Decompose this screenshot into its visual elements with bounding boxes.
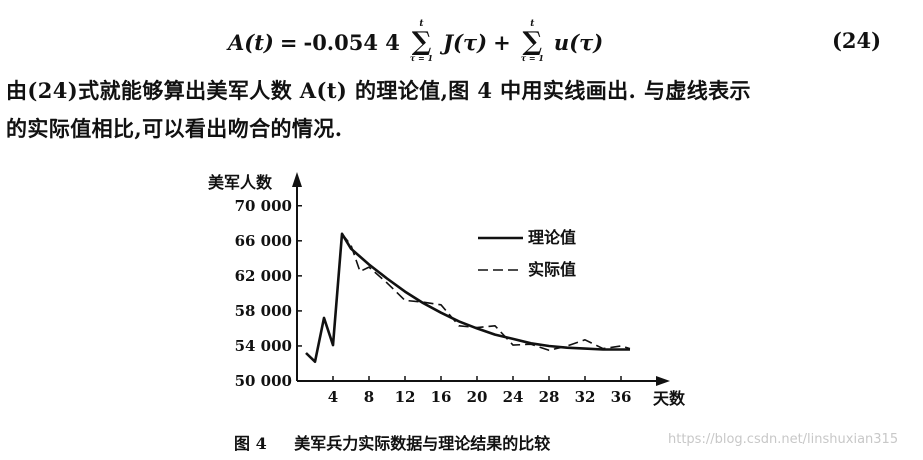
y-tick-label: 62 000 — [235, 267, 292, 285]
x-tick-label: 20 — [467, 388, 488, 406]
summation-2-lower: τ = 1 — [520, 53, 544, 63]
x-tick-label: 24 — [503, 388, 524, 406]
y-tick-label: 54 000 — [235, 337, 292, 355]
x-tick-label: 32 — [575, 388, 596, 406]
summation-2-upper: t — [530, 19, 535, 29]
summation-1-lower: τ = 1 — [409, 53, 434, 63]
equation-lhs: A(t) — [228, 29, 274, 55]
legend-label-actual: 实际值 — [528, 260, 576, 279]
y-tick-label: 50 000 — [235, 372, 292, 390]
sigma-symbol: ∑ — [522, 27, 543, 57]
plus-sign: + — [493, 29, 511, 55]
equation-coefficient: -0.054 4 — [303, 29, 400, 55]
y-tick-label: 70 000 — [235, 197, 292, 215]
figure-number: 图 4 — [234, 434, 267, 453]
body-paragraph: 由(24)式就能够算出美军人数 A(t) 的理论值,图 4 中用实线画出. 与虚… — [6, 72, 906, 148]
figure-caption: 图 4 美军兵力实际数据与理论结果的比较 — [234, 430, 550, 454]
summation-1-upper: t — [419, 19, 424, 29]
legend-label-theoretical: 理论值 — [528, 228, 576, 247]
x-axis-arrow-icon — [656, 376, 670, 386]
actual-series-line — [341, 233, 631, 352]
sigma-symbol: ∑ — [411, 27, 432, 57]
equals-sign: = — [279, 29, 298, 55]
equation-number: (24) — [832, 28, 882, 53]
paragraph-line-2: 的实际值相比,可以看出吻合的情况. — [6, 116, 343, 141]
x-tick-label: 12 — [395, 388, 416, 406]
equation: A(t) = -0.054 4 t ∑ τ = 1 J(τ) + t ∑ τ =… — [228, 20, 604, 64]
y-tick-label: 58 000 — [235, 302, 292, 320]
equation-row: A(t) = -0.054 4 t ∑ τ = 1 J(τ) + t ∑ τ =… — [0, 20, 923, 64]
paragraph-line-1: 由(24)式就能够算出美军人数 A(t) 的理论值,图 4 中用实线画出. 与虚… — [6, 78, 751, 103]
y-tick-label: 66 000 — [235, 232, 292, 250]
theoretical-series-line — [305, 232, 630, 363]
y-axis-label: 美军人数 — [208, 173, 273, 192]
x-axis-label: 天数 — [653, 389, 686, 408]
x-tick-label: 16 — [431, 388, 452, 406]
summation-1: t ∑ τ = 1 — [410, 20, 433, 64]
y-axis-arrow-icon — [292, 172, 302, 187]
x-tick-label: 8 — [364, 388, 374, 406]
summation-1-term: J(τ) — [443, 29, 488, 55]
x-tick-label: 28 — [539, 388, 560, 406]
x-tick-label: 4 — [328, 388, 338, 406]
summation-2: t ∑ τ = 1 — [521, 20, 544, 64]
summation-2-term: u(τ) — [553, 29, 604, 55]
caption-text: 美军兵力实际数据与理论结果的比较 — [294, 434, 551, 453]
watermark-text: https://blog.csdn.net/linshuxian315 — [668, 432, 899, 447]
x-tick-label: 36 — [611, 388, 632, 406]
